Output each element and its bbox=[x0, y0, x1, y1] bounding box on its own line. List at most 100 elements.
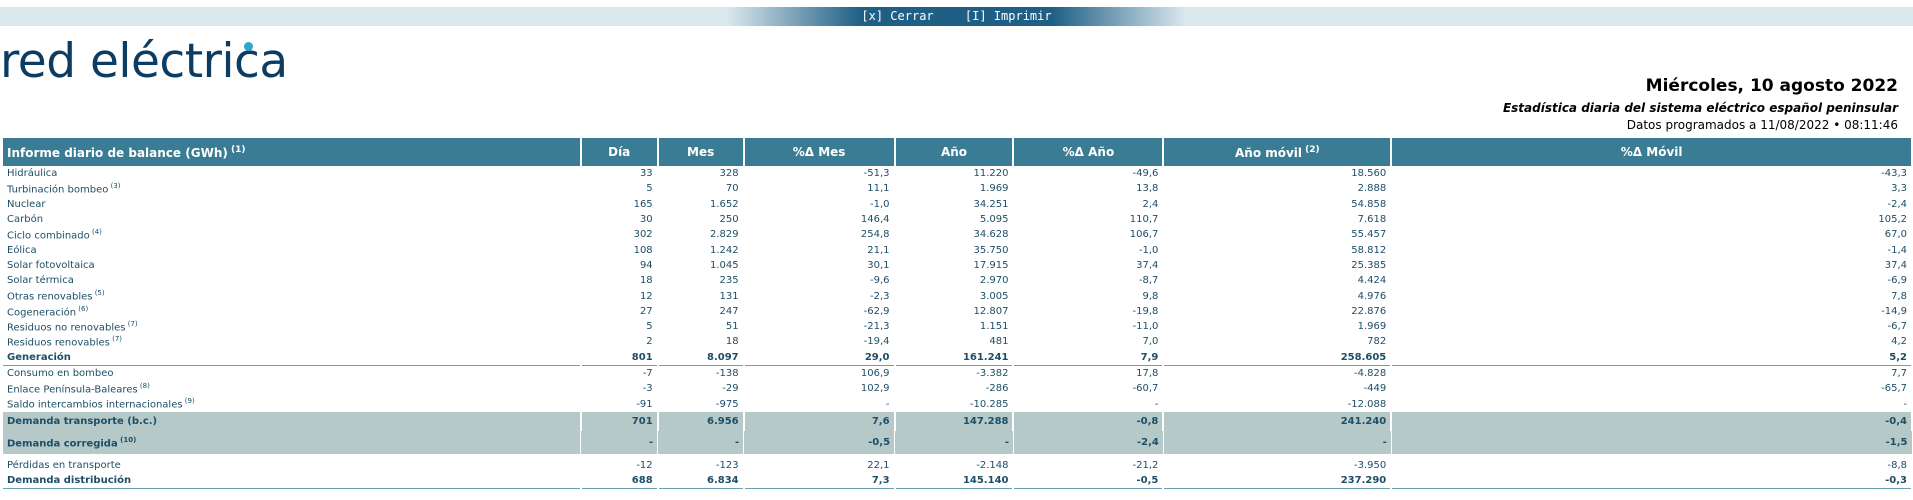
table-cell: 6.956 bbox=[657, 411, 745, 431]
table-cell bbox=[743, 453, 896, 458]
table-cell: 6.834 bbox=[657, 473, 745, 490]
table-row: Carbón 30 250 146,4 5.095 110,7 7.618 105,2 bbox=[3, 211, 1913, 228]
footnote-ref: (6) bbox=[76, 304, 89, 313]
table-cell: -2,4 bbox=[1013, 430, 1164, 454]
table-cell: 5.095 bbox=[894, 211, 1015, 228]
table-cell: -7 bbox=[580, 365, 659, 382]
table-cell: -65,7 bbox=[1391, 381, 1913, 397]
table-cell: 12 bbox=[580, 288, 659, 304]
column-header: %Δ Año bbox=[1013, 138, 1165, 166]
column-header-label: Día bbox=[608, 145, 631, 159]
table-cell: -12 bbox=[580, 457, 659, 474]
table-cell: 34.251 bbox=[894, 196, 1015, 212]
table-cell: 12.807 bbox=[894, 303, 1015, 319]
table-cell: 25.385 bbox=[1163, 257, 1393, 274]
table-cell: -1,4 bbox=[1391, 242, 1913, 258]
column-header-label: Informe diario de balance (GWh) bbox=[7, 145, 228, 160]
column-header-label: Año bbox=[940, 145, 968, 159]
table-cell: -51,3 bbox=[743, 166, 896, 182]
footnote-ref: (8) bbox=[137, 382, 150, 391]
table-cell: 106,7 bbox=[1013, 227, 1165, 243]
table-cell: 2 bbox=[580, 334, 659, 350]
table-row: Consumo en bombeo -7 -138 106,9 -3.382 17,8 -4… bbox=[3, 365, 1913, 382]
report-subtitle: Estadística diaria del sistema eléctrico… bbox=[1502, 101, 1898, 115]
table-cell: -11,0 bbox=[1013, 318, 1165, 335]
row-label: Residuos no renovables (7) bbox=[3, 318, 582, 335]
table-cell: 145.140 bbox=[894, 473, 1015, 490]
table-cell: 688 bbox=[580, 473, 659, 490]
table-cell: 35.750 bbox=[894, 242, 1015, 258]
table-row: Demanda corregida (10) - - -0,5- -2,4- -1,5 bbox=[3, 430, 1913, 454]
table-cell: -3 bbox=[580, 381, 659, 397]
table-row: Enlace Península-Baleares (8) -3 -29 102,9-… bbox=[3, 381, 1913, 397]
table-row: Otras renovables (5) 12 131 -2,3 3.005 9,8 4.9… bbox=[3, 288, 1913, 304]
table-cell: 3.005 bbox=[894, 288, 1015, 304]
table-cell: 237.290 bbox=[1163, 473, 1393, 490]
table-cell: -4.828 bbox=[1163, 365, 1393, 382]
table-cell: -60,7 bbox=[1013, 381, 1165, 397]
table-cell: 30,1 bbox=[743, 257, 896, 274]
table-cell: -8,7 bbox=[1013, 273, 1165, 289]
footnote-ref: (10) bbox=[117, 435, 137, 444]
table-cell: 51 bbox=[657, 318, 745, 335]
row-label: Solar térmica bbox=[3, 273, 582, 289]
table-cell bbox=[1163, 453, 1393, 458]
logo-dot-icon bbox=[244, 42, 253, 51]
programmed-timestamp: Datos programados a 11/08/2022 • 08:11:4… bbox=[1626, 118, 1898, 132]
row-label: Nuclear bbox=[3, 196, 582, 212]
table-cell: -19,8 bbox=[1013, 303, 1165, 319]
table-cell: - bbox=[1163, 430, 1392, 454]
table-row: Cogeneración (6) 27 247 -62,9 12.807 -19,8 22.… bbox=[3, 303, 1913, 319]
table-cell: 7,8 bbox=[1391, 288, 1913, 304]
table-row: Nuclear 165 1.652 -1,0 34.251 2,4 54.858 -2,4 bbox=[3, 196, 1913, 212]
table-cell: 250 bbox=[657, 211, 745, 228]
table-cell: 165 bbox=[580, 196, 659, 212]
column-header-label: %Δ Año bbox=[1062, 145, 1115, 159]
table-header-row: Informe diario de balance (GWh) (1) Día Me… bbox=[3, 138, 1913, 166]
table-cell: 17,8 bbox=[1013, 365, 1165, 382]
red-electrica-logo: red eléctrica bbox=[0, 32, 288, 92]
table-cell: 34.628 bbox=[894, 227, 1015, 243]
table-cell: -21,2 bbox=[1013, 457, 1165, 474]
table-cell: 7,6 bbox=[743, 411, 896, 431]
table-row: Saldo intercambios internacionales (9) -9… bbox=[3, 396, 1913, 412]
table-cell: 11,1 bbox=[743, 181, 896, 197]
table-cell: 146,4 bbox=[743, 211, 896, 228]
table-cell: 147.288 bbox=[894, 411, 1015, 431]
table-row: Solar térmica 18 235 -9,6 2.970 -8,7 4.424 -6,9 bbox=[3, 273, 1913, 289]
table-cell: -12.088 bbox=[1163, 396, 1393, 412]
table-cell: -1,0 bbox=[743, 196, 896, 212]
table-cell: -2.148 bbox=[894, 457, 1015, 474]
table-cell: - bbox=[1013, 396, 1165, 412]
table-cell: 241.240 bbox=[1163, 411, 1393, 431]
footnote-ref: (3) bbox=[108, 182, 121, 191]
table-cell: 302 bbox=[580, 227, 659, 243]
table-cell: 30 bbox=[580, 211, 659, 228]
table-cell: -49,6 bbox=[1013, 166, 1165, 182]
table-cell: 481 bbox=[894, 334, 1015, 350]
print-button[interactable]: [I] Imprimir bbox=[964, 9, 1052, 23]
table-cell: 4.976 bbox=[1163, 288, 1393, 304]
table-cell: 18 bbox=[580, 273, 659, 289]
table-cell: 2.888 bbox=[1163, 181, 1393, 197]
table-row: Eólica 108 1.242 21,1 35.750 -1,0 58.812 -1,4 bbox=[3, 242, 1913, 258]
column-header: %Δ Móvil bbox=[1391, 138, 1913, 166]
close-button[interactable]: [x] Cerrar bbox=[861, 9, 934, 23]
column-header-label: %Δ Móvil bbox=[1620, 145, 1683, 159]
row-label: Demanda distribución bbox=[3, 473, 582, 490]
row-label: Ciclo combinado (4) bbox=[3, 227, 582, 243]
table-cell: 54.858 bbox=[1163, 196, 1393, 212]
table-cell: 22,1 bbox=[743, 457, 896, 474]
table-cell: 4,2 bbox=[1391, 334, 1913, 350]
footnote-ref: (7) bbox=[125, 319, 138, 328]
table-cell: 782 bbox=[1163, 334, 1393, 350]
table-cell: 258.605 bbox=[1163, 349, 1393, 366]
row-label: Saldo intercambios internacionales (9) bbox=[3, 396, 582, 412]
footnote-ref: (1) bbox=[227, 144, 246, 155]
row-label: Pérdidas en transporte bbox=[3, 457, 582, 474]
table-cell: 13,8 bbox=[1013, 181, 1165, 197]
table-cell: -286 bbox=[894, 381, 1015, 397]
table-cell: -29 bbox=[657, 381, 745, 397]
table-cell: 106,9 bbox=[743, 365, 896, 382]
balance-table: Informe diario de balance (GWh) (1) Día Me… bbox=[3, 138, 1913, 490]
